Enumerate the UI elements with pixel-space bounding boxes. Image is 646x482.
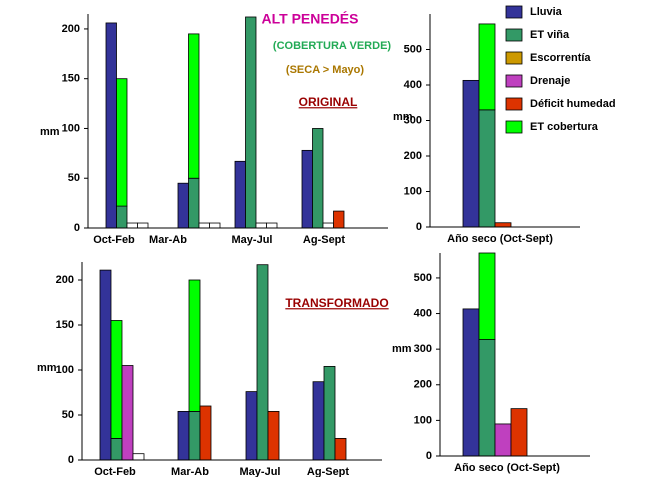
bar: [494, 423, 512, 457]
bar: [478, 109, 496, 228]
bar: [198, 222, 210, 229]
y-tick-label: 200: [62, 23, 80, 35]
x-tick-label: Ag-Sept: [303, 234, 346, 246]
y-tick-label: 0: [416, 221, 422, 233]
y-tick-label: 300: [404, 114, 422, 126]
legend-label: Lluvia: [530, 6, 563, 18]
y-axis-label: mm: [392, 343, 412, 355]
bar: [494, 222, 512, 228]
y-tick-label: 0: [426, 450, 432, 462]
y-tick-label: 400: [414, 307, 432, 319]
x-tick-label: Mar-Ab: [171, 466, 209, 477]
subtitle: (COBERTURA VERDE): [273, 40, 391, 52]
y-tick-label: 200: [56, 274, 74, 286]
bar: [177, 410, 190, 461]
y-axis-label: mm: [40, 126, 60, 138]
y-tick-label: 50: [62, 409, 74, 421]
bar: [333, 210, 345, 229]
bar: [121, 365, 134, 461]
annotation: TRANSFORMADO: [285, 296, 388, 310]
bar: [312, 128, 324, 229]
bar: [199, 405, 212, 461]
legend-swatch: [505, 74, 523, 88]
y-tick-label: 100: [404, 185, 422, 197]
bar: [132, 453, 145, 461]
bar: [478, 339, 496, 457]
y-tick-label: 500: [414, 272, 432, 284]
legend-swatch: [505, 97, 523, 111]
y-tick-label: 100: [62, 122, 80, 134]
bar: [105, 22, 117, 229]
y-tick-label: 200: [414, 379, 432, 391]
bar: [478, 23, 496, 111]
note: (SECA > Mayo): [286, 64, 364, 76]
bar: [188, 33, 200, 179]
bar: [462, 79, 480, 228]
legend-label: Drenaje: [530, 75, 570, 87]
bar: [188, 177, 200, 229]
legend-label: ET cobertura: [530, 121, 599, 133]
bar: [266, 222, 278, 229]
x-tick-label: May-Jul: [240, 466, 281, 477]
bar: [116, 205, 128, 229]
x-tick-label: Mar-Ab: [149, 234, 187, 246]
legend-swatch: [505, 5, 523, 19]
chart-title: ALT PENEDÉS: [262, 11, 359, 27]
bar: [323, 365, 336, 461]
bar: [510, 408, 528, 457]
bar: [110, 437, 123, 461]
bar: [137, 222, 149, 229]
x-tick-label: Ag-Sept: [307, 466, 350, 477]
y-axis-label: mm: [37, 362, 57, 374]
y-tick-label: 300: [414, 343, 432, 355]
bar: [188, 279, 201, 412]
bar: [245, 391, 258, 461]
bar: [99, 269, 112, 461]
y-tick-label: 0: [74, 222, 80, 234]
legend-label: Déficit humedad: [530, 98, 616, 110]
annotation: ORIGINAL: [299, 95, 358, 109]
bar: [110, 320, 123, 439]
bar: [126, 222, 138, 229]
bar: [209, 222, 221, 229]
bar: [234, 160, 246, 229]
bar: [267, 410, 280, 461]
bar: [312, 381, 325, 461]
bar: [255, 222, 267, 229]
x-tick-label: Año seco (Oct-Sept): [454, 462, 560, 474]
y-tick-label: 400: [404, 79, 422, 91]
y-tick-label: 500: [404, 43, 422, 55]
bar: [116, 78, 128, 207]
bar: [256, 264, 269, 461]
y-axis-label: mm: [393, 111, 413, 123]
bar: [301, 149, 313, 229]
x-tick-label: May-Jul: [232, 234, 273, 246]
bar: [177, 182, 189, 229]
y-tick-label: 0: [68, 454, 74, 466]
legend-label: Escorrentía: [530, 52, 591, 64]
x-tick-label: Año seco (Oct-Sept): [447, 233, 553, 245]
bar: [188, 410, 201, 461]
x-tick-label: Oct-Feb: [94, 466, 136, 477]
x-tick-label: Oct-Feb: [93, 234, 135, 246]
bar: [245, 16, 257, 229]
y-tick-label: 200: [404, 150, 422, 162]
legend-label: ET viña: [530, 29, 570, 41]
bar: [322, 222, 334, 229]
y-tick-label: 150: [56, 319, 74, 331]
legend-swatch: [505, 120, 523, 134]
bar: [462, 308, 480, 457]
y-tick-label: 50: [68, 172, 80, 184]
bar: [334, 437, 347, 461]
y-tick-label: 100: [414, 414, 432, 426]
y-tick-label: 100: [56, 364, 74, 376]
legend-swatch: [505, 51, 523, 65]
legend-swatch: [505, 28, 523, 42]
y-tick-label: 150: [62, 73, 80, 85]
bar: [478, 252, 496, 340]
